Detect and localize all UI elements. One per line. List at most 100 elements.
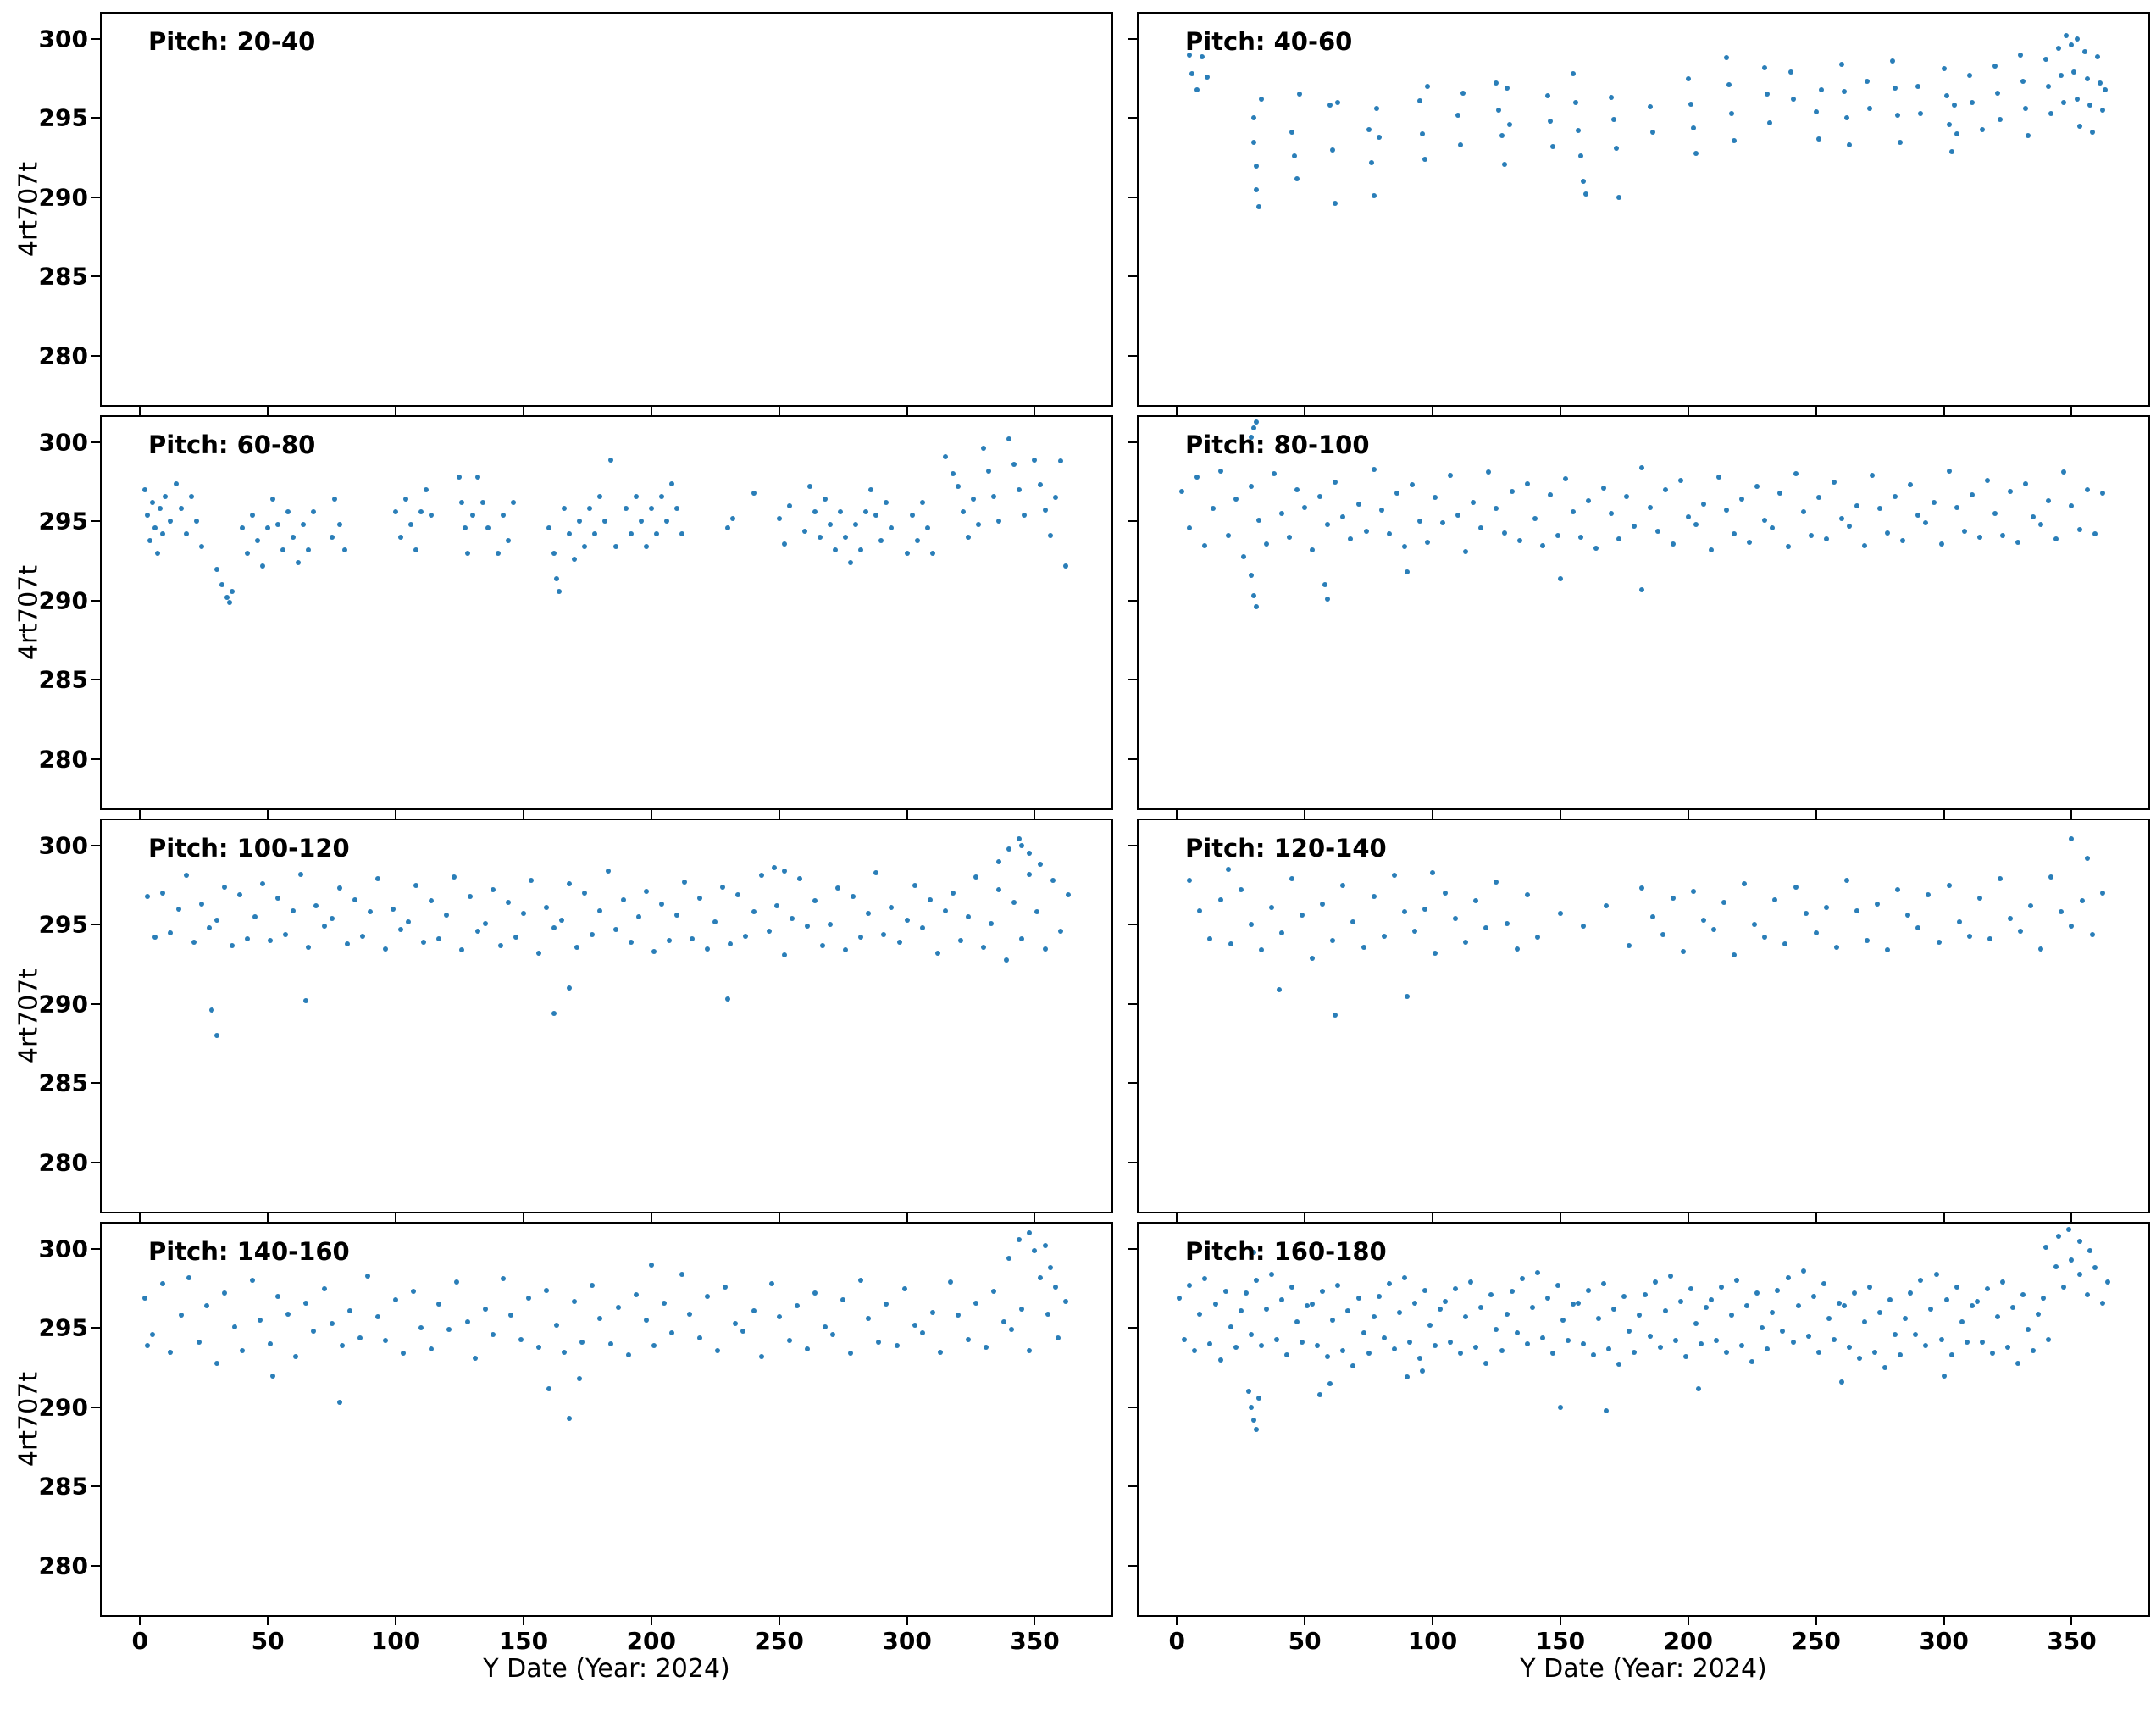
data-point: [382, 1338, 388, 1344]
data-point: [1672, 1338, 1678, 1344]
data-point: [1690, 889, 1696, 895]
data-point: [1433, 951, 1438, 957]
data-point: [1250, 115, 1256, 121]
data-point: [1885, 947, 1891, 953]
data-point: [1438, 1307, 1444, 1312]
data-point: [231, 1324, 237, 1329]
data-point: [301, 522, 307, 528]
data-point: [572, 557, 578, 563]
data-point: [682, 879, 688, 885]
data-point: [303, 1300, 309, 1306]
data-point: [1022, 512, 1028, 518]
y-tick-label: 285: [38, 665, 88, 694]
data-point: [1294, 175, 1300, 181]
data-point: [828, 922, 834, 928]
data-point: [329, 915, 335, 921]
data-point: [687, 1311, 693, 1317]
subplot-title: Pitch: 20-40: [148, 27, 316, 56]
data-point: [1391, 873, 1397, 879]
data-point: [838, 509, 844, 515]
data-point: [1368, 159, 1374, 165]
data-point: [1708, 547, 1714, 553]
data-point: [1997, 117, 2003, 123]
data-point: [1923, 1343, 1929, 1349]
data-point: [551, 925, 557, 931]
data-point: [1499, 133, 1505, 139]
data-point: [819, 942, 825, 948]
x-tick-mark: [1176, 1617, 1178, 1625]
data-point: [229, 588, 235, 594]
data-point: [2099, 1300, 2105, 1306]
data-point: [1562, 475, 1568, 481]
data-point: [291, 535, 297, 541]
data-point: [1836, 1300, 1842, 1306]
data-point: [1961, 528, 1967, 534]
data-point: [1808, 533, 1814, 539]
data-point: [1903, 1316, 1909, 1322]
data-point: [2010, 1305, 2016, 1311]
data-point: [250, 512, 256, 518]
x-tick-label: 100: [370, 1627, 421, 1655]
data-point: [413, 547, 419, 553]
data-point: [884, 1302, 890, 1307]
data-point: [191, 940, 197, 946]
data-point: [1378, 508, 1384, 513]
y-tick-label: 280: [38, 341, 88, 370]
scatter-points-layer: [1139, 820, 2148, 1212]
data-point: [1027, 1347, 1033, 1353]
data-point: [454, 1279, 460, 1285]
data-point: [198, 902, 204, 907]
data-point: [2084, 1292, 2090, 1298]
data-point: [1422, 157, 1427, 163]
data-point: [651, 1343, 657, 1349]
data-point: [270, 497, 276, 502]
data-point: [1893, 493, 1898, 499]
data-point: [2026, 133, 2031, 139]
data-point: [1637, 1313, 1643, 1318]
data-point: [924, 524, 930, 530]
data-point: [881, 931, 887, 937]
data-point: [1416, 97, 1422, 103]
data-point: [1333, 201, 1338, 207]
data-point: [2015, 539, 2021, 545]
data-point: [168, 519, 174, 524]
y-tick-mark: [1128, 117, 1137, 119]
data-point: [1915, 925, 1921, 931]
y-tick-label: 280: [38, 745, 88, 774]
data-point: [1583, 191, 1589, 197]
data-point: [896, 940, 902, 946]
x-tick-mark: [650, 407, 652, 415]
data-point: [479, 500, 485, 505]
data-point: [331, 497, 337, 502]
data-point: [1639, 464, 1645, 470]
data-point: [474, 475, 480, 480]
data-point: [285, 1311, 291, 1317]
data-point: [648, 506, 654, 512]
data-point: [562, 506, 568, 512]
data-point: [1652, 1279, 1658, 1285]
y-tick-mark: [91, 758, 100, 761]
scatter-points-layer: [102, 1224, 1111, 1615]
data-point: [572, 1298, 578, 1304]
data-point: [1004, 957, 1010, 963]
data-point: [766, 928, 772, 934]
data-point: [1838, 1379, 1844, 1385]
data-point: [411, 1289, 417, 1295]
data-point: [1688, 101, 1693, 107]
data-point: [1197, 1311, 1203, 1317]
data-point: [500, 512, 506, 518]
data-point: [1448, 1340, 1454, 1346]
data-point: [1210, 506, 1216, 512]
x-tick-mark: [267, 810, 269, 819]
data-point: [955, 1313, 961, 1318]
data-point: [1954, 131, 1959, 137]
data-point: [786, 502, 792, 508]
data-point: [1361, 944, 1366, 950]
data-point: [183, 873, 189, 879]
data-point: [1882, 1365, 1888, 1371]
data-point: [1258, 97, 1264, 102]
data-point: [1639, 885, 1645, 891]
data-point: [1386, 1281, 1392, 1287]
x-tick-mark: [1943, 407, 1945, 415]
data-point: [1478, 524, 1484, 530]
